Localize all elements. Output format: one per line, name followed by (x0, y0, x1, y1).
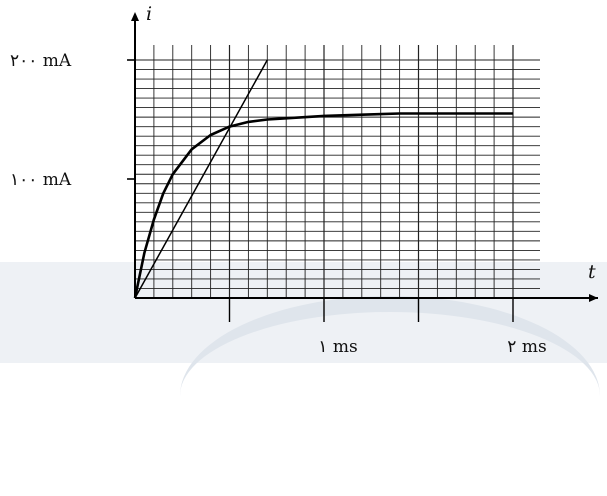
y-tick-label: ۲۰۰ mA (10, 51, 72, 71)
tangent-line (135, 60, 267, 298)
labels: ۱ ms ۲ ms ۱۰۰ mA ۲۰۰ mA t i (10, 3, 596, 357)
x-axis-label: t (588, 261, 596, 283)
y-axis-label: i (146, 3, 152, 25)
x-tick-label: ۱ ms (318, 337, 357, 357)
grid (135, 45, 540, 298)
y-axis-arrow (131, 12, 139, 21)
chart: ۱ ms ۲ ms ۱۰۰ mA ۲۰۰ mA t i (0, 0, 607, 363)
axes (127, 12, 598, 322)
x-axis-arrow (589, 294, 598, 302)
y-tick-label: ۱۰۰ mA (10, 170, 72, 190)
x-tick-label: ۲ ms (507, 337, 546, 357)
